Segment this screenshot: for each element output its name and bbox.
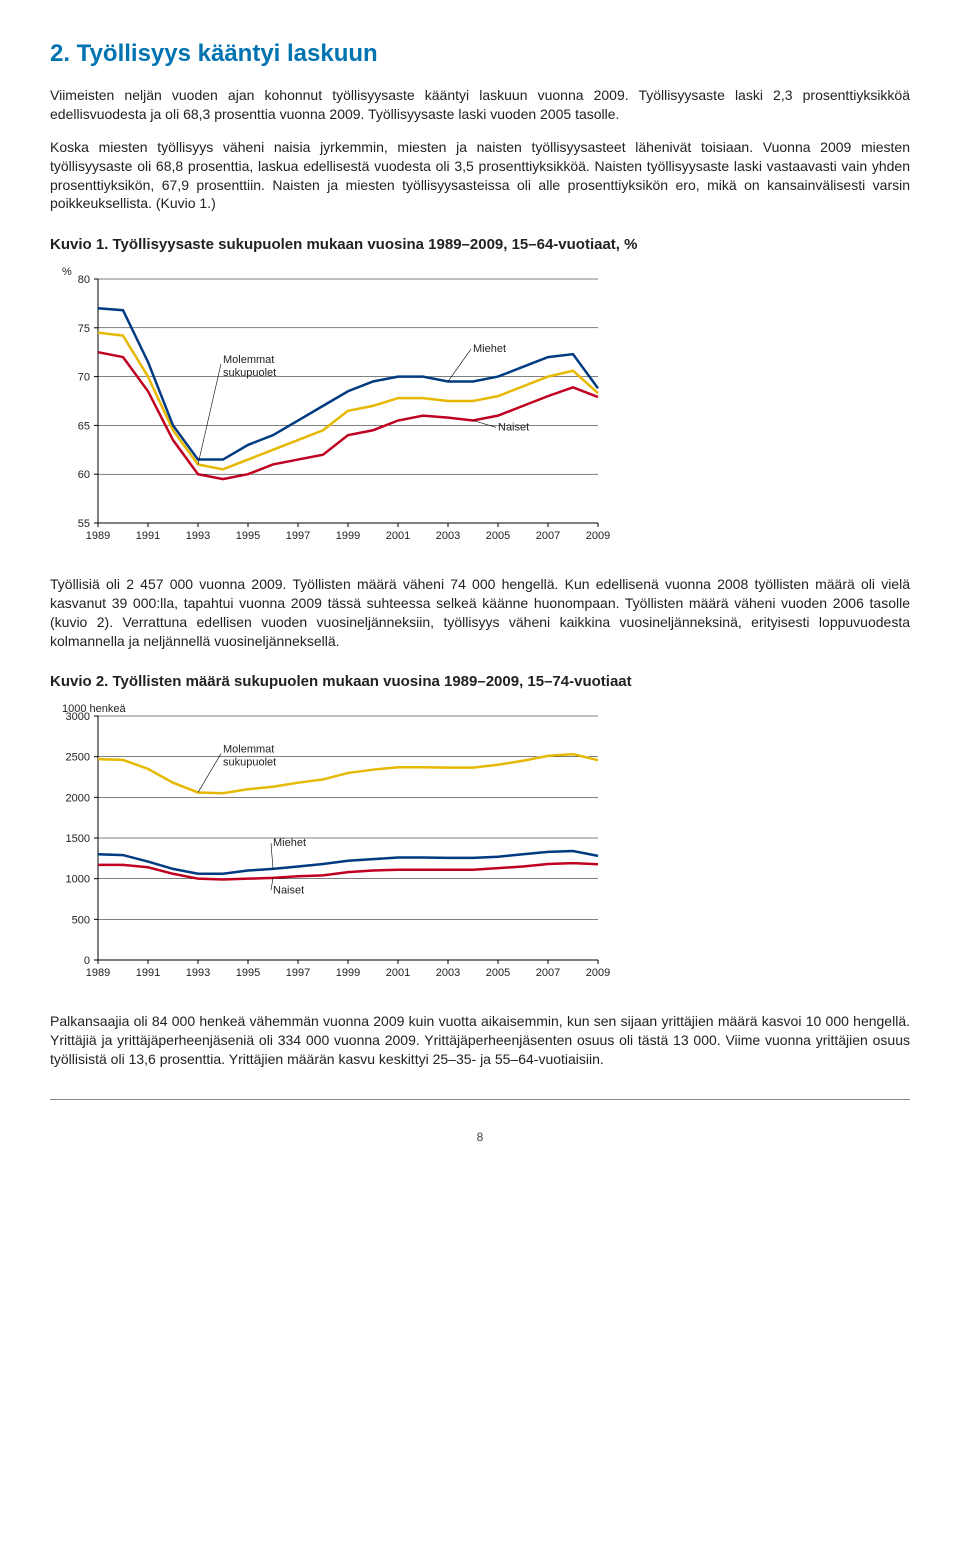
series-women <box>98 352 598 479</box>
ytick-label: 1500 <box>66 833 90 845</box>
xtick-label: 2009 <box>586 967 610 979</box>
xtick-label: 1991 <box>136 530 160 542</box>
series-men <box>98 308 598 459</box>
xtick-label: 1991 <box>136 967 160 979</box>
xtick-label: 2003 <box>436 530 460 542</box>
series-label-men: Miehet <box>273 837 306 849</box>
ytick-label: 70 <box>78 371 90 383</box>
chart2-title: Kuvio 2. Työllisten määrä sukupuolen muk… <box>50 672 910 692</box>
xtick-label: 2001 <box>386 530 410 542</box>
xtick-label: 1989 <box>86 530 110 542</box>
xtick-label: 2007 <box>536 967 560 979</box>
series-label-both: Molemmat <box>223 744 274 756</box>
paragraph-1: Viimeisten neljän vuoden ajan kohonnut t… <box>50 86 910 124</box>
xtick-label: 1999 <box>336 530 360 542</box>
xtick-label: 1995 <box>236 530 260 542</box>
xtick-label: 2009 <box>586 530 610 542</box>
ytick-label: 3000 <box>66 711 90 723</box>
paragraph-3: Työllisiä oli 2 457 000 vuonna 2009. Työ… <box>50 575 910 651</box>
series-label-both-2: sukupuolet <box>223 367 276 379</box>
paragraph-4: Palkansaajia oli 84 000 henkeä vähemmän … <box>50 1012 910 1069</box>
series-label-women: Naiset <box>498 421 529 433</box>
xtick-label: 1999 <box>336 967 360 979</box>
chart1-container: % 55 60 65 70 75 80 1989 1991 1993 1995 1997 1999 200… <box>50 261 910 551</box>
chart1-svg: % 55 60 65 70 75 80 1989 1991 1993 1995 1997 1999 200… <box>50 261 610 551</box>
ytick-label: 2500 <box>66 752 90 764</box>
xtick-label: 2001 <box>386 967 410 979</box>
ytick-label: 2000 <box>66 792 90 804</box>
xtick-label: 1997 <box>286 530 310 542</box>
xtick-label: 1989 <box>86 967 110 979</box>
paragraph-2: Koska miesten työllisyys väheni naisia j… <box>50 138 910 214</box>
xtick-label: 1993 <box>186 967 210 979</box>
xtick-label: 2003 <box>436 967 460 979</box>
series-both <box>98 754 598 793</box>
ytick-label: 500 <box>72 914 90 926</box>
section-title: 2. Työllisyys kääntyi laskuun <box>50 40 910 68</box>
footer-rule <box>50 1099 910 1100</box>
chart2-container: 1000 henkeä05001000150020002500300019891… <box>50 698 910 988</box>
ytick-label: 75 <box>78 323 90 335</box>
ytick-label: 80 <box>78 274 90 286</box>
series-both <box>98 333 598 470</box>
ytick-label: 1000 <box>66 874 90 886</box>
label-pointer <box>198 364 221 465</box>
xtick-label: 2005 <box>486 967 510 979</box>
series-label-men: Miehet <box>473 343 506 355</box>
chart1-title: Kuvio 1. Työllisyysaste sukupuolen mukaa… <box>50 235 910 255</box>
ytick-label: 55 <box>78 518 90 530</box>
series-label-women: Naiset <box>273 884 304 896</box>
ytick-label: 0 <box>84 955 90 967</box>
series-women <box>98 863 598 879</box>
xtick-label: 2005 <box>486 530 510 542</box>
page-number: 8 <box>50 1130 910 1144</box>
ytick-label: 60 <box>78 469 90 481</box>
chart2-svg: 1000 henkeä05001000150020002500300019891… <box>50 698 610 988</box>
xtick-label: 1997 <box>286 967 310 979</box>
series-label-both-2: sukupuolet <box>223 757 276 769</box>
label-pointer <box>473 420 496 427</box>
label-pointer <box>198 754 221 793</box>
xtick-label: 1995 <box>236 967 260 979</box>
xtick-label: 2007 <box>536 530 560 542</box>
series-label-both: Molemmat <box>223 354 274 366</box>
xtick-label: 1993 <box>186 530 210 542</box>
series-men <box>98 851 598 874</box>
y-unit-label: % <box>62 266 72 278</box>
ytick-label: 65 <box>78 420 90 432</box>
